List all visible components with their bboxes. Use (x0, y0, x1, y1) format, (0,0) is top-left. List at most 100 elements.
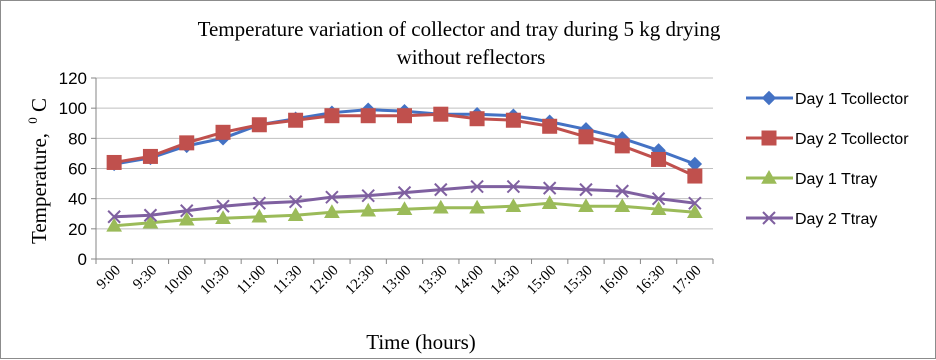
series-3-point (251, 208, 268, 223)
series-3-point (396, 201, 413, 215)
series-2-point (106, 154, 122, 170)
series-4-point (288, 194, 303, 209)
axes (91, 77, 714, 264)
series-4-point (615, 184, 629, 198)
series-2-point (614, 138, 630, 154)
legend: Day 1 Tcollector Day 2 Tcollector Day 1 Tt… (746, 90, 909, 228)
x-marker-stroke (361, 188, 375, 203)
series-2-point (542, 118, 558, 134)
x-marker-stroke (325, 190, 339, 204)
series-4-point (688, 196, 702, 210)
chart-title-line-1: Temperature variation of collector and t… (198, 17, 721, 41)
series-4-point (651, 191, 666, 206)
x-tick-label: 13:00 (379, 263, 414, 298)
y-axis-label-unit: C (27, 98, 51, 112)
series-2-point (469, 111, 485, 127)
series-4-point (216, 199, 230, 213)
x-marker-stroke (397, 185, 412, 200)
series-3-point (578, 198, 594, 212)
series-3-point (106, 217, 123, 232)
legend-label: Day 1 Ttray (795, 171, 877, 188)
legend-marker (761, 90, 777, 106)
legend-label: Day 2 Ttray (795, 211, 877, 228)
x-tick-label: 11:00 (234, 263, 269, 298)
y-axis-label-text: Temperature, (27, 133, 51, 244)
y-tick-labels: 0 20 40 60 80 100 120 (59, 69, 87, 269)
y-tick-label: 20 (68, 220, 87, 239)
y-tick-label: 40 (68, 190, 87, 209)
x-marker-stroke (288, 194, 303, 209)
series-3-point (505, 198, 522, 212)
series-4-point (361, 188, 375, 203)
series-4-point (470, 179, 484, 194)
x-tick-label: 16:30 (633, 263, 668, 298)
series-2-point (687, 168, 703, 184)
x-marker-stroke (470, 179, 484, 194)
y-tick-label: 60 (68, 160, 87, 179)
y-tick-label: 0 (78, 250, 87, 269)
x-marker-stroke (107, 210, 121, 224)
y-axis-label: Temperature, 0 C (18, 98, 51, 244)
x-marker-stroke (434, 182, 448, 197)
legend-label: Day 1 Tcollector (795, 91, 909, 108)
series-4-point (325, 190, 339, 204)
series-3-point (324, 204, 340, 218)
y-axis-label-superscript: 0 (25, 117, 40, 124)
x-tick-label: 9:00 (94, 263, 124, 293)
series-markers (106, 102, 703, 232)
series-3-point (287, 207, 304, 222)
legend-marker (761, 130, 777, 146)
series-3-point (215, 210, 231, 225)
y-tick-label: 80 (68, 129, 87, 148)
series-4-point (506, 179, 521, 194)
x-tick-label: 9:30 (130, 263, 160, 293)
series-2-point (324, 108, 340, 124)
x-tick-label: 10:30 (197, 263, 232, 298)
x-tick-label: 14:30 (488, 263, 523, 298)
x-tick-label: 15:00 (524, 263, 559, 298)
legend-marker (762, 211, 776, 225)
series-3-point (360, 202, 377, 217)
legend-label: Day 2 Tcollector (795, 131, 909, 148)
x-marker-stroke (180, 204, 194, 218)
series-4-point (180, 204, 194, 218)
x-axis-label: Time (hours) (366, 330, 475, 354)
y-axis-label-group: Temperature, 0 C (18, 98, 51, 244)
series-3-point (142, 214, 159, 229)
y-tick-label: 120 (59, 69, 87, 88)
x-tick-labels: 9:00 9:30 10:00 10:30 11:00 11:30 12:00 12:30 13… (94, 263, 705, 298)
x-tick-label: 15:30 (560, 263, 595, 298)
series-4-point (579, 182, 593, 197)
series-2-point (288, 112, 304, 128)
y-tick-label: 100 (59, 99, 87, 118)
x-tick-label: 13:30 (415, 263, 450, 298)
series-4-point (107, 210, 121, 224)
series-2-point (215, 124, 231, 140)
series-2-point (433, 106, 449, 122)
series-2-point (142, 148, 158, 164)
chart-title-line-2: without reflectors (397, 45, 546, 69)
series-2-point (251, 117, 267, 133)
series-3-point (432, 199, 449, 214)
series-3-point (650, 201, 667, 215)
series-3-point (686, 204, 703, 218)
x-tick-label: 17:00 (669, 263, 704, 298)
x-tick-label: 12:30 (343, 263, 378, 298)
series-4-point (397, 185, 412, 200)
series-4-point (434, 182, 448, 197)
x-tick-label: 10:00 (161, 263, 196, 298)
x-marker-stroke (762, 211, 776, 225)
series-3-point (178, 211, 195, 226)
series-3-point (541, 195, 558, 209)
series-2-point (505, 112, 521, 128)
x-tick-label: 14:00 (451, 263, 486, 298)
x-marker-stroke (651, 191, 666, 206)
series-2-point (179, 135, 195, 151)
x-tick-label: 16:00 (597, 263, 632, 298)
legend-marker (761, 169, 777, 184)
x-marker-stroke (252, 196, 267, 210)
series-2-point (578, 129, 594, 145)
series-2-point (360, 108, 376, 124)
